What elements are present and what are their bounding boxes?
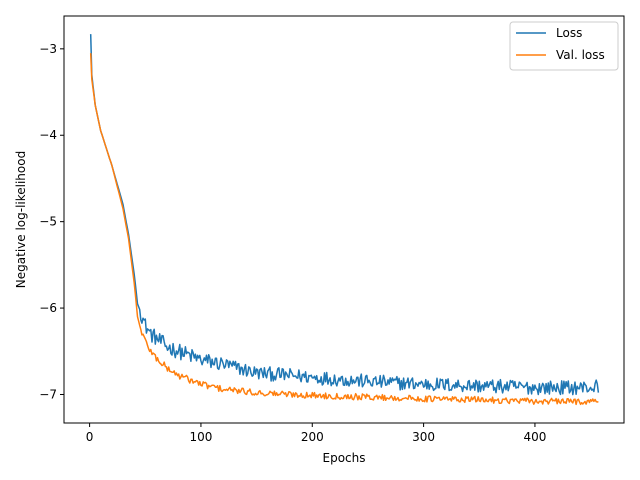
legend-label-loss: Loss [556,26,582,40]
series-line-loss [89,34,600,396]
x-axis: 0 100 200 300 400 [86,423,546,444]
x-tick-label: 100 [189,430,212,444]
x-tick-label: 200 [301,430,324,444]
plot-frame [63,15,625,424]
legend: Loss Val. loss [509,21,619,71]
x-tick-label: 400 [523,430,546,444]
x-tick-label: 300 [412,430,435,444]
y-tick-label: −6 [39,301,57,315]
plot-area [64,16,624,423]
legend-label-val-loss: Val. loss [556,48,605,62]
x-axis-label: Epochs [323,451,366,465]
y-tick-label: −5 [39,215,57,229]
y-tick-label: −3 [39,42,57,56]
x-tick-label: 0 [86,430,94,444]
y-tick-label: −7 [39,387,57,401]
y-axis: −3 −4 −5 −6 −7 [39,42,64,401]
y-tick-label: −4 [39,128,57,142]
legend-box [509,21,619,71]
y-axis-label: Negative log-likelihood [14,151,28,288]
series-line-val-loss [89,53,599,406]
series-layer [89,34,600,406]
